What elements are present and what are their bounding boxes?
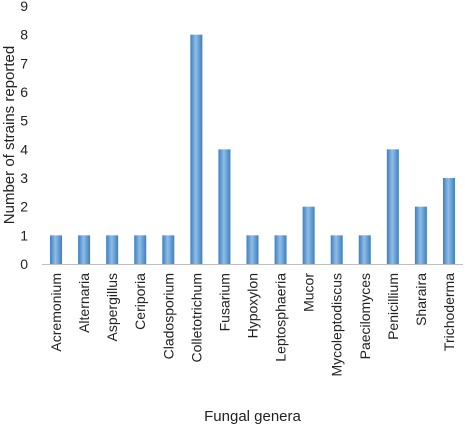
y-tick-label: 2	[20, 199, 28, 215]
x-tick-label: Alternaria	[76, 273, 92, 333]
bar	[330, 235, 343, 264]
bar	[246, 235, 259, 264]
y-tick-label: 6	[20, 84, 28, 100]
bar	[386, 149, 399, 264]
x-axis-title: Fungal genera	[204, 408, 301, 425]
x-tick-label: Paecilomyces	[357, 273, 373, 359]
x-tick-label: Leptosphaeria	[273, 273, 289, 362]
x-tick-label: Ceriporia	[132, 273, 148, 330]
bar	[442, 178, 455, 264]
x-tick-label: Mucor	[301, 273, 317, 312]
bar	[78, 235, 91, 264]
x-tick-label: Colletotrichum	[188, 273, 204, 362]
x-tick-label: Fusarium	[216, 273, 232, 331]
y-tick-label: 0	[20, 256, 28, 272]
y-tick-label: 7	[20, 55, 28, 71]
bar	[358, 235, 371, 264]
y-tick-label: 5	[20, 113, 28, 129]
bar	[134, 235, 147, 264]
bar	[50, 235, 63, 264]
y-tick-label: 9	[20, 0, 28, 14]
bar	[190, 34, 203, 264]
y-axis-title: Number of strains reported	[1, 46, 18, 224]
bar	[302, 206, 315, 264]
x-tick-label: Trichoderma	[441, 273, 457, 351]
x-tick-label: Penicillium	[385, 273, 401, 340]
x-tick-label: Mycoleptodiscus	[329, 273, 345, 377]
y-tick-label: 4	[20, 141, 28, 157]
bar	[274, 235, 287, 264]
bar	[414, 206, 427, 264]
y-tick-label: 1	[20, 227, 28, 243]
x-tick-label: Sharaira	[413, 273, 429, 326]
y-tick-label: 3	[20, 170, 28, 186]
bars	[50, 34, 455, 264]
x-tick-label: Acremonium	[48, 273, 64, 352]
y-axis-ticks: 0 1 2 3 4 5 6 7 8 9	[20, 0, 28, 272]
y-tick-label: 8	[20, 27, 28, 43]
bar	[162, 235, 175, 264]
x-tick-label: Cladosporium	[160, 273, 176, 359]
bar	[218, 149, 231, 264]
x-tick-label: Aspergillus	[104, 273, 120, 341]
x-tick-label: Hypoxylon	[245, 273, 261, 338]
x-axis-ticks: Acremonium Alternaria Aspergillus Ceriporia…	[48, 273, 457, 377]
bar	[106, 235, 119, 264]
